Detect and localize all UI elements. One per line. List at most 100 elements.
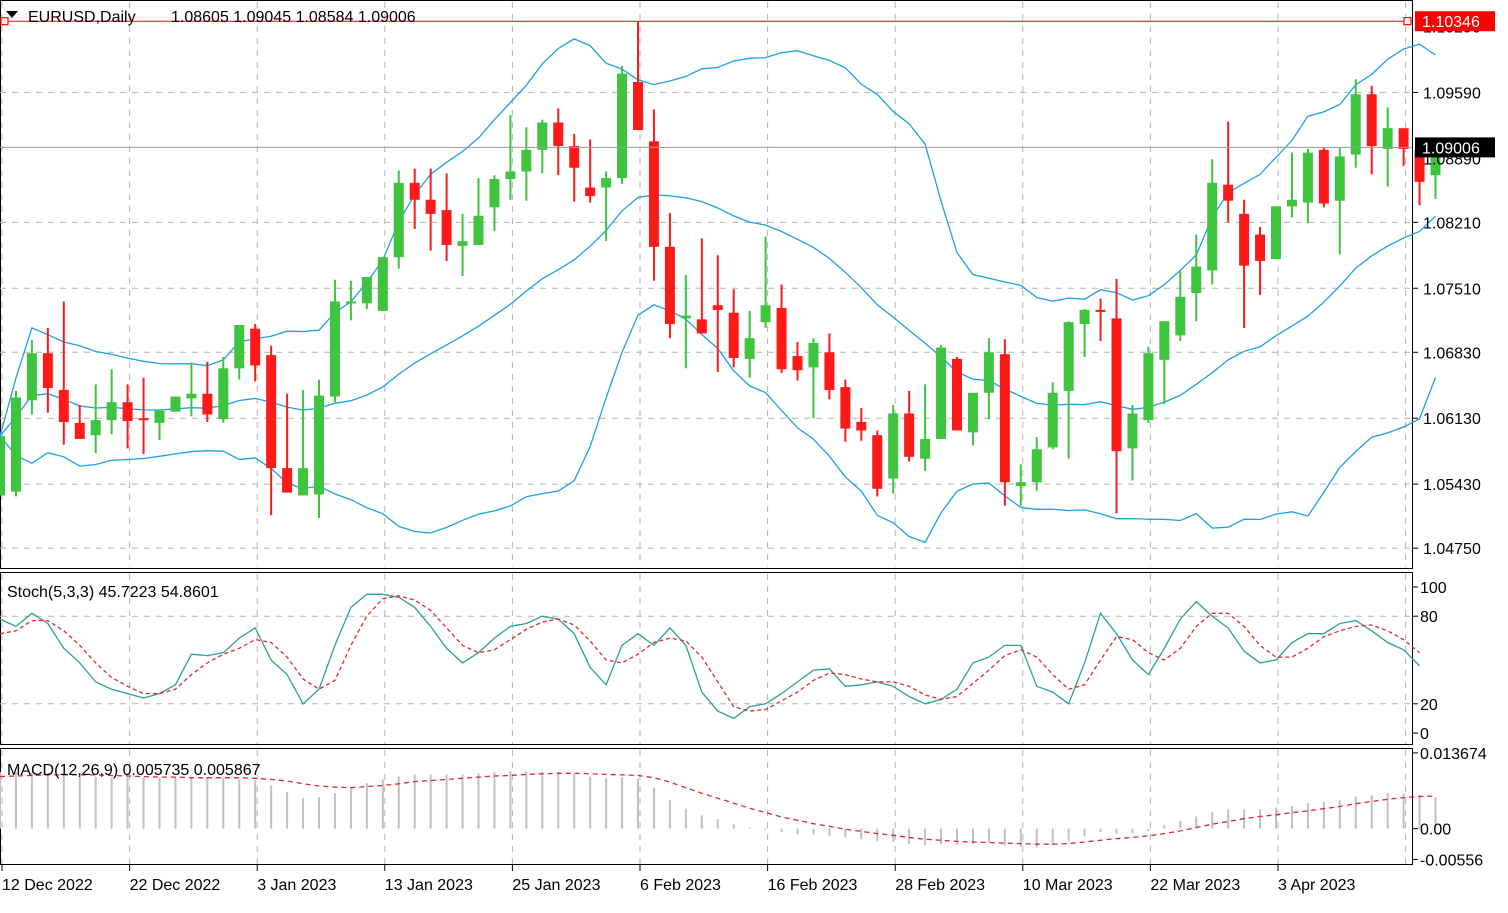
- candle-body-64: [1015, 482, 1026, 487]
- candle-0: [0, 436, 5, 496]
- candle-51: [808, 338, 819, 419]
- candle-body-23: [361, 276, 372, 304]
- candle-53: [840, 379, 851, 442]
- candle-body-15: [234, 324, 245, 369]
- candle-body-29: [457, 241, 468, 246]
- candle-48: [760, 236, 771, 328]
- candle-body-81: [1286, 199, 1297, 207]
- price-grid: [0, 2, 1412, 567]
- candle-68: [1079, 308, 1090, 358]
- candle-56: [888, 405, 899, 494]
- candle-47: [744, 310, 755, 378]
- candle-body-28: [441, 210, 452, 245]
- time-tick-0: 12 Dec 2022: [2, 877, 93, 894]
- time-tick-2: 3 Jan 2023: [257, 877, 336, 894]
- hline-handle-left[interactable]: [0, 17, 9, 26]
- candle-54: [856, 407, 867, 441]
- candle-61: [967, 392, 978, 446]
- candle-62: [983, 338, 994, 420]
- candle-body-43: [680, 315, 691, 319]
- candle-34: [537, 119, 548, 174]
- candle-7: [106, 369, 117, 435]
- menu-triangle-icon[interactable]: [6, 11, 18, 18]
- candle-74: [1175, 271, 1186, 341]
- candle-body-85: [1350, 94, 1361, 155]
- hline-price-label: 1.10346: [1422, 14, 1480, 31]
- price-tick-4: 1.06130: [1423, 411, 1481, 428]
- candle-body-11: [170, 396, 181, 412]
- candle-8: [122, 384, 133, 449]
- stoch-axis[interactable]: 100 80 20 0: [1412, 580, 1447, 743]
- candle-84: [1334, 147, 1345, 255]
- candle-17: [266, 345, 277, 516]
- candle-body-4: [58, 389, 69, 422]
- macd-axis[interactable]: 0.013674 0.00 -0.00556: [1412, 746, 1487, 870]
- candle-85: [1350, 79, 1361, 168]
- time-axis[interactable]: 12 Dec 2022 22 Dec 2022 3 Jan 2023 13 Jan 2…: [1, 865, 1356, 894]
- candle-body-56: [888, 413, 899, 479]
- stoch-label: Stoch(5,3,3) 45.7223 54.8601: [7, 584, 219, 601]
- candle-body-16: [250, 328, 261, 366]
- candle-76: [1207, 159, 1218, 285]
- stoch-grid: [0, 574, 1412, 744]
- bb-middle: [0, 194, 1436, 437]
- candle-3: [42, 327, 53, 413]
- hline-handle-right[interactable]: [1403, 17, 1412, 26]
- candle-body-76: [1207, 182, 1218, 271]
- candle-body-70: [1111, 318, 1122, 452]
- candle-15: [234, 324, 245, 380]
- candle-55: [872, 430, 883, 497]
- candle-57: [904, 390, 915, 462]
- candle-body-50: [792, 356, 803, 371]
- candle-body-46: [728, 312, 739, 358]
- candle-body-52: [824, 352, 835, 390]
- candle-body-32: [505, 171, 516, 180]
- candle-body-66: [1047, 392, 1058, 448]
- candle-body-69: [1095, 309, 1106, 312]
- candle-body-73: [1159, 321, 1170, 360]
- price-axis[interactable]: 1.09590 1.08210 1.07510 1.06830 1.06130 1.054…: [1412, 11, 1495, 558]
- candle-body-51: [808, 342, 819, 368]
- candle-12: [186, 362, 197, 417]
- time-tick-10: 3 Apr 2023: [1278, 877, 1356, 894]
- candle-6: [90, 384, 101, 454]
- candle-body-82: [1302, 152, 1313, 203]
- candle-body-79: [1255, 234, 1266, 261]
- candle-35: [553, 108, 564, 176]
- price-tick-2: 1.07510: [1423, 281, 1481, 298]
- candle-body-31: [489, 179, 500, 208]
- stoch-tick-0: 100: [1420, 580, 1447, 597]
- candle-81: [1286, 152, 1297, 218]
- candle-body-48: [760, 305, 771, 323]
- price-tick-1: 1.08210: [1423, 215, 1481, 232]
- candle-23: [361, 276, 372, 309]
- candle-58: [920, 384, 931, 471]
- candle-body-1: [10, 397, 21, 492]
- candle-body-62: [983, 352, 994, 393]
- candle-body-13: [202, 393, 213, 415]
- candle-79: [1255, 227, 1266, 295]
- candle-body-30: [473, 215, 484, 245]
- time-tick-9: 22 Mar 2023: [1150, 877, 1240, 894]
- candle-2: [26, 340, 37, 415]
- candle-body-40: [633, 82, 643, 131]
- candle-50: [792, 341, 803, 381]
- candle-43: [680, 275, 691, 369]
- candle-25: [393, 170, 404, 269]
- candles[interactable]: [0, 21, 1441, 519]
- candle-body-67: [1063, 322, 1074, 391]
- candle-9: [138, 377, 149, 454]
- candle-65: [1031, 437, 1042, 491]
- candle-body-35: [553, 122, 564, 147]
- candle-1: [10, 390, 21, 497]
- time-tick-1: 22 Dec 2022: [130, 877, 221, 894]
- candle-body-55: [872, 435, 883, 489]
- candle-body-74: [1175, 296, 1186, 336]
- candle-72: [1143, 346, 1154, 423]
- candle-21: [329, 279, 340, 403]
- candle-body-26: [409, 182, 420, 200]
- candle-body-22: [345, 301, 356, 304]
- candle-16: [250, 324, 261, 382]
